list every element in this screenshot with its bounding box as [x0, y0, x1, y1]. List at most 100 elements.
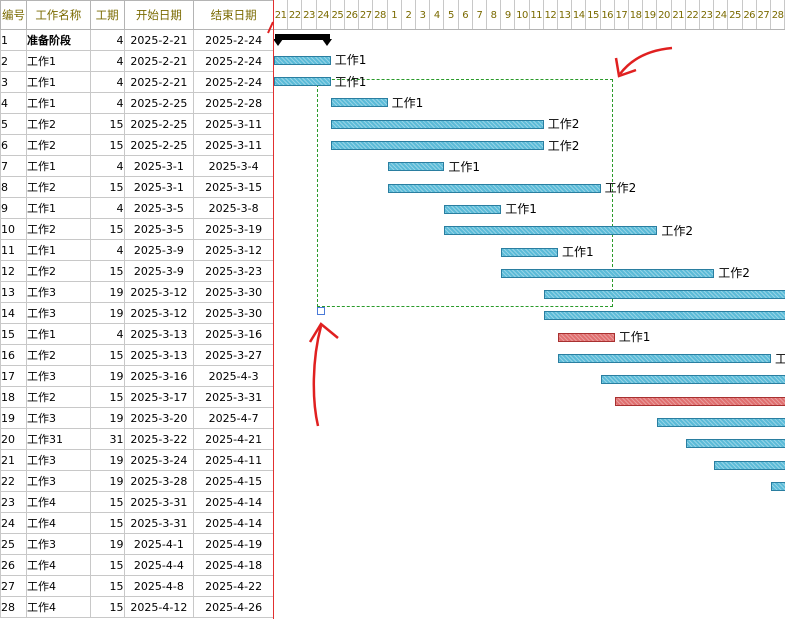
duration-cell[interactable]: 19 [89, 470, 125, 492]
row-number[interactable]: 3 [0, 71, 27, 93]
table-row[interactable]: 11 工作1 4 2025-3-9 2025-3-12 [0, 239, 274, 261]
duration-cell[interactable]: 4 [89, 50, 125, 72]
end-date-cell[interactable]: 2025-3-27 [193, 344, 274, 366]
start-date-cell[interactable]: 2025-3-28 [123, 470, 195, 492]
duration-cell[interactable]: 15 [89, 554, 125, 576]
duration-cell[interactable]: 15 [89, 512, 125, 534]
table-row[interactable]: 22 工作3 19 2025-3-28 2025-4-15 [0, 470, 274, 492]
header-task-name[interactable]: 工作名称 [25, 0, 91, 30]
task-bar[interactable] [387, 183, 601, 193]
end-date-cell[interactable]: 2025-3-16 [193, 323, 274, 345]
start-date-cell[interactable]: 2025-3-1 [123, 176, 195, 198]
table-row[interactable]: 26 工作4 15 2025-4-4 2025-4-18 [0, 554, 274, 576]
duration-cell[interactable]: 19 [89, 407, 125, 429]
start-date-cell[interactable]: 2025-3-31 [123, 512, 195, 534]
start-date-cell[interactable]: 2025-3-24 [123, 449, 195, 471]
duration-cell[interactable]: 19 [89, 449, 125, 471]
table-row[interactable]: 8 工作2 15 2025-3-1 2025-3-15 [0, 176, 274, 198]
selection-rectangle[interactable] [317, 79, 613, 307]
duration-cell[interactable]: 15 [89, 344, 125, 366]
selection-resize-handle[interactable] [317, 307, 325, 315]
duration-cell[interactable]: 31 [89, 428, 125, 450]
task-name-cell[interactable]: 工作4 [25, 575, 91, 597]
end-date-cell[interactable]: 2025-2-24 [193, 29, 274, 51]
task-name-cell[interactable]: 工作2 [25, 260, 91, 282]
row-number[interactable]: 2 [0, 50, 27, 72]
end-date-cell[interactable]: 2025-3-8 [193, 197, 274, 219]
end-date-cell[interactable]: 2025-2-24 [193, 71, 274, 93]
task-name-cell[interactable]: 工作1 [25, 92, 91, 114]
duration-cell[interactable]: 4 [89, 71, 125, 93]
row-number[interactable]: 27 [0, 575, 27, 597]
row-number[interactable]: 6 [0, 134, 27, 156]
row-number[interactable]: 4 [0, 92, 27, 114]
critical-task-bar[interactable] [558, 332, 615, 342]
end-date-cell[interactable]: 2025-2-24 [193, 50, 274, 72]
start-date-cell[interactable]: 2025-4-8 [123, 575, 195, 597]
task-bar[interactable] [274, 77, 331, 87]
start-date-cell[interactable]: 2025-3-22 [123, 428, 195, 450]
task-name-cell[interactable]: 工作31 [25, 428, 91, 450]
duration-cell[interactable]: 19 [89, 302, 125, 324]
table-row[interactable]: 4 工作1 4 2025-2-25 2025-2-28 [0, 92, 274, 114]
end-date-cell[interactable]: 2025-4-19 [193, 533, 274, 555]
row-number[interactable]: 12 [0, 260, 27, 282]
duration-cell[interactable]: 15 [89, 575, 125, 597]
task-bar[interactable] [330, 141, 544, 150]
task-bar[interactable] [501, 268, 715, 278]
end-date-cell[interactable]: 2025-3-19 [193, 218, 274, 240]
task-name-cell[interactable]: 工作2 [25, 344, 91, 366]
header-end-date[interactable]: 结束日期 [193, 0, 274, 30]
table-row[interactable]: 10 工作2 15 2025-3-5 2025-3-19 [0, 218, 274, 240]
row-number[interactable]: 8 [0, 176, 27, 198]
row-number[interactable]: 25 [0, 533, 27, 555]
duration-cell[interactable]: 15 [89, 113, 125, 135]
table-row[interactable]: 13 工作3 19 2025-3-12 2025-3-30 [0, 281, 274, 303]
task-name-cell[interactable]: 工作4 [25, 596, 91, 618]
table-row[interactable]: 16 工作2 15 2025-3-13 2025-3-27 [0, 344, 274, 366]
table-row[interactable]: 15 工作1 4 2025-3-13 2025-3-16 [0, 323, 274, 345]
duration-cell[interactable]: 15 [89, 491, 125, 513]
start-date-cell[interactable]: 2025-4-12 [123, 596, 195, 618]
task-bar[interactable] [600, 375, 785, 385]
row-number[interactable]: 5 [0, 113, 27, 135]
end-date-cell[interactable]: 2025-3-30 [193, 302, 274, 324]
table-row[interactable]: 12 工作2 15 2025-3-9 2025-3-23 [0, 260, 274, 282]
row-number[interactable]: 13 [0, 281, 27, 303]
task-name-cell[interactable]: 工作1 [25, 155, 91, 177]
task-name-cell[interactable]: 工作3 [25, 302, 91, 324]
row-number[interactable]: 9 [0, 197, 27, 219]
row-number[interactable]: 24 [0, 512, 27, 534]
row-number[interactable]: 17 [0, 365, 27, 387]
start-date-cell[interactable]: 2025-3-5 [123, 197, 195, 219]
task-name-cell[interactable]: 工作2 [25, 176, 91, 198]
task-bar[interactable] [387, 162, 445, 172]
duration-cell[interactable]: 4 [89, 155, 125, 177]
row-number[interactable]: 11 [0, 239, 27, 261]
end-date-cell[interactable]: 2025-4-11 [193, 449, 274, 471]
end-date-cell[interactable]: 2025-4-14 [193, 491, 274, 513]
task-name-cell[interactable]: 工作1 [25, 323, 91, 345]
row-number[interactable]: 19 [0, 407, 27, 429]
row-number[interactable]: 20 [0, 428, 27, 450]
row-number[interactable]: 16 [0, 344, 27, 366]
task-name-cell[interactable]: 工作4 [25, 491, 91, 513]
duration-cell[interactable]: 19 [89, 533, 125, 555]
duration-cell[interactable]: 15 [89, 176, 125, 198]
task-bar[interactable] [330, 119, 544, 129]
task-name-cell[interactable]: 工作3 [25, 281, 91, 303]
task-bar[interactable] [274, 55, 331, 65]
start-date-cell[interactable]: 2025-3-5 [123, 218, 195, 240]
table-row[interactable]: 28 工作4 15 2025-4-12 2025-4-26 [0, 596, 274, 618]
task-name-cell[interactable]: 准备阶段 [25, 29, 91, 51]
table-row[interactable]: 1 准备阶段 4 2025-2-21 2025-2-24 [0, 29, 274, 51]
row-number[interactable]: 18 [0, 386, 27, 408]
start-date-cell[interactable]: 2025-2-21 [123, 29, 195, 51]
duration-cell[interactable]: 15 [89, 260, 125, 282]
task-name-cell[interactable]: 工作3 [25, 449, 91, 471]
task-bar[interactable] [558, 354, 771, 363]
task-name-cell[interactable]: 工作3 [25, 407, 91, 429]
table-row[interactable]: 17 工作3 19 2025-3-16 2025-4-3 [0, 365, 274, 387]
task-bar[interactable] [444, 226, 658, 236]
start-date-cell[interactable]: 2025-3-31 [123, 491, 195, 513]
